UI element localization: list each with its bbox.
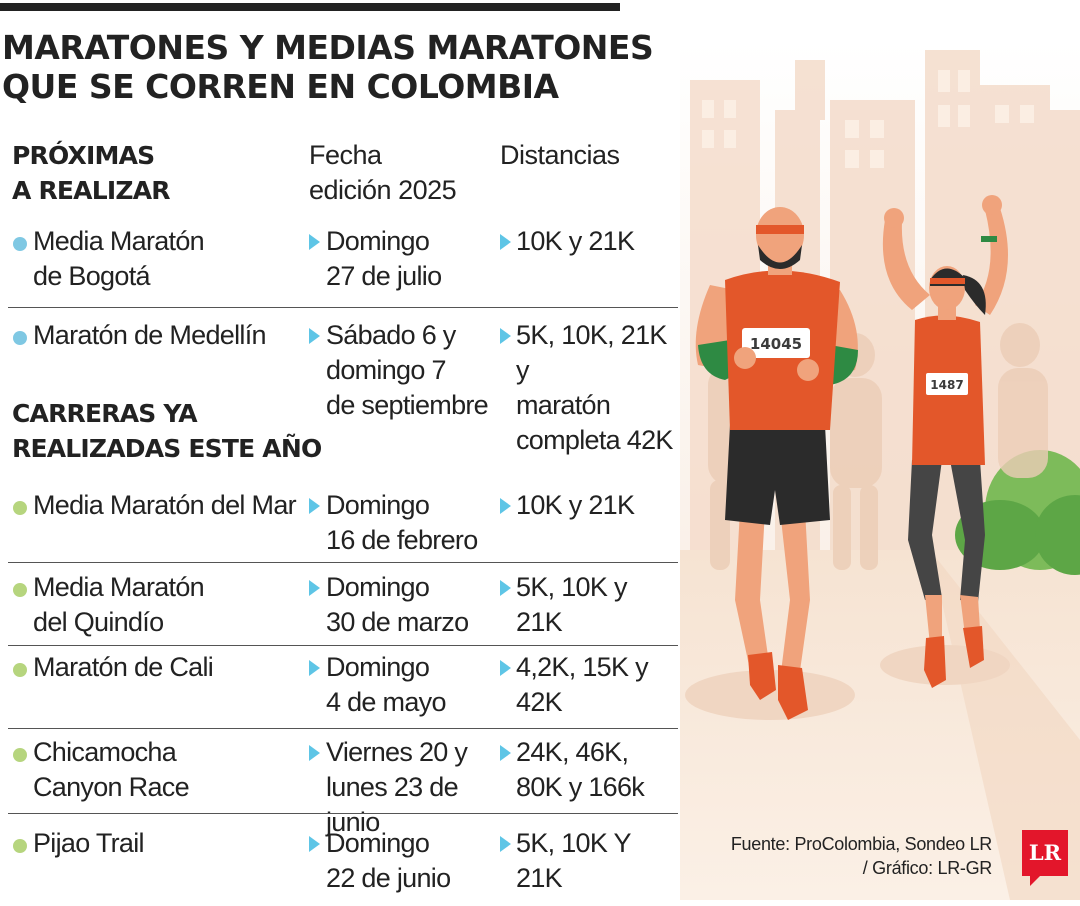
- race-date: Domingo 16 de febrero: [326, 490, 478, 555]
- arrow-right-icon: [500, 745, 511, 761]
- section-upcoming-heading: PRÓXIMAS A REALIZAR: [12, 141, 170, 205]
- male-runner-figure: 14045: [695, 207, 858, 720]
- race-row-past-2: Media Maratón del Quindío Domingo 30 de …: [0, 570, 678, 650]
- top-rule: [0, 3, 620, 11]
- column-distances-header: Distancias: [500, 140, 620, 170]
- row-divider: [8, 307, 678, 308]
- arrow-right-icon: [500, 328, 511, 344]
- female-runner-figure: 1487: [882, 195, 1008, 688]
- race-distances: 5K, 10K, 21K y maratón completa 42K: [516, 320, 673, 455]
- race-name: Media Maratón del Mar: [33, 490, 297, 520]
- bullet-dot-icon: [13, 839, 27, 853]
- bullet-dot-icon: [13, 501, 27, 515]
- arrow-right-icon: [309, 328, 320, 344]
- race-row-upcoming-2: Maratón de Medellín Sábado 6 y domingo 7…: [0, 318, 678, 455]
- race-distances: 10K y 21K: [516, 226, 635, 256]
- arrow-right-icon: [500, 234, 511, 250]
- race-name: Chicamocha Canyon Race: [33, 737, 190, 802]
- row-divider: [8, 645, 678, 646]
- arrow-right-icon: [500, 580, 511, 596]
- arrow-right-icon: [309, 498, 320, 514]
- runners-illustration: 14045 1487: [680, 40, 1080, 900]
- race-distances: 10K y 21K: [516, 490, 635, 520]
- arrow-right-icon: [309, 660, 320, 676]
- race-date: Domingo 30 de marzo: [326, 572, 469, 637]
- race-distances: 5K, 10K y 21K: [516, 572, 627, 637]
- race-distances: 4,2K, 15K y 42K: [516, 652, 649, 717]
- source-credit: Fuente: ProColombia, Sondeo LR / Gráfico…: [730, 834, 992, 878]
- race-date: Domingo 4 de mayo: [326, 652, 446, 717]
- bullet-dot-icon: [13, 748, 27, 762]
- lr-logo-tail: [1030, 876, 1040, 886]
- row-divider: [8, 813, 678, 814]
- race-row-past-3: Maratón de Cali Domingo 4 de mayo 4,2K, …: [0, 650, 678, 730]
- lr-logo: LR: [1022, 830, 1068, 876]
- row-divider: [8, 728, 678, 729]
- column-date-header: Fecha edición 2025: [309, 140, 457, 205]
- race-name: Media Maratón del Quindío: [33, 572, 205, 637]
- race-row-upcoming-1: Media Maratón de Bogotá Domingo 27 de ju…: [0, 224, 678, 304]
- race-row-past-4: Chicamocha Canyon Race Viernes 20 y lune…: [0, 735, 678, 837]
- bullet-dot-icon: [13, 331, 27, 345]
- race-distances: 24K, 46K, 80K y 166k: [516, 737, 645, 802]
- arrow-right-icon: [500, 836, 511, 852]
- bullet-dot-icon: [13, 663, 27, 677]
- race-date: Viernes 20 y lunes 23 de junio: [326, 737, 468, 837]
- race-name: Maratón de Medellín: [33, 320, 267, 350]
- race-row-past-5: Pijao Trail Domingo 22 de junio 5K, 10K …: [0, 826, 678, 906]
- section-past-heading: CARRERAS YA REALIZADAS ESTE AÑO: [12, 399, 322, 463]
- bullet-dot-icon: [13, 237, 27, 251]
- male-runner-bib: 14045: [750, 335, 802, 353]
- row-divider: [8, 562, 678, 563]
- arrow-right-icon: [309, 580, 320, 596]
- race-name: Media Maratón de Bogotá: [33, 226, 205, 291]
- bullet-dot-icon: [13, 583, 27, 597]
- race-date: Domingo 27 de julio: [326, 226, 442, 291]
- arrow-right-icon: [500, 660, 511, 676]
- female-runner-bib: 1487: [930, 378, 963, 392]
- race-distances: 5K, 10K Y 21K: [516, 828, 631, 893]
- race-date: Domingo 22 de junio: [326, 828, 451, 893]
- arrow-right-icon: [309, 234, 320, 250]
- race-name: Maratón de Cali: [33, 652, 214, 682]
- race-row-past-1: Media Maratón del Mar Domingo 16 de febr…: [0, 488, 678, 568]
- arrow-right-icon: [500, 498, 511, 514]
- race-name: Pijao Trail: [33, 828, 145, 858]
- race-date: Sábado 6 y domingo 7 de septiembre: [326, 320, 489, 420]
- arrow-right-icon: [309, 836, 320, 852]
- page-title: MARATONES Y MEDIAS MARATONES QUE SE CORR…: [2, 28, 654, 106]
- arrow-right-icon: [309, 745, 320, 761]
